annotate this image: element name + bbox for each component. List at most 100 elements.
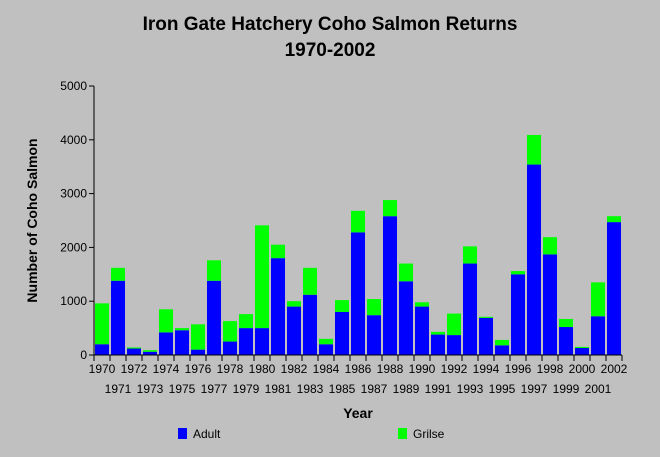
- x-tick-label-1973: 1973: [137, 382, 164, 396]
- bar-adult-1984: [319, 344, 333, 355]
- legend-label-grilse: Grilse: [413, 427, 445, 441]
- bar-adult-2002: [607, 222, 621, 355]
- x-tick-label-1997: 1997: [521, 382, 548, 396]
- x-tick-label-1985: 1985: [329, 382, 356, 396]
- bar-adult-1972: [127, 348, 141, 355]
- bar-grilse-1975: [175, 328, 189, 331]
- chart-title: Iron Gate Hatchery Coho Salmon Returns: [142, 14, 518, 35]
- x-tick-label-1978: 1978: [217, 362, 244, 376]
- x-tick-label-1990: 1990: [409, 362, 436, 376]
- bar-adult-1998: [543, 254, 557, 355]
- bar-grilse-1976: [191, 324, 205, 350]
- x-tick-label-1999: 1999: [553, 382, 580, 396]
- bar-adult-1995: [495, 345, 509, 355]
- bar-grilse-1990: [415, 302, 429, 307]
- x-axis-title: Year: [343, 405, 373, 421]
- x-tick-label-1987: 1987: [361, 382, 388, 396]
- bar-adult-1982: [287, 306, 301, 355]
- x-tick-label-1996: 1996: [505, 362, 532, 376]
- x-tick-label-1970: 1970: [89, 362, 116, 376]
- bar-grilse-1973: [143, 350, 157, 352]
- bar-grilse-1994: [479, 316, 493, 318]
- bar-grilse-1991: [431, 331, 445, 335]
- bar-adult-1999: [559, 327, 573, 355]
- x-tick-label-2000: 2000: [569, 362, 596, 376]
- bar-grilse-1977: [207, 260, 221, 281]
- x-tick-label-1974: 1974: [153, 362, 180, 376]
- x-tick-label-1998: 1998: [537, 362, 564, 376]
- bar-adult-2001: [591, 316, 605, 355]
- bar-adult-1994: [479, 317, 493, 355]
- bar-grilse-1993: [463, 246, 477, 264]
- bar-grilse-1980: [255, 225, 269, 329]
- bar-adult-1988: [383, 216, 397, 355]
- bar-grilse-1996: [511, 271, 525, 275]
- x-tick-label-1986: 1986: [345, 362, 372, 376]
- x-tick-label-1984: 1984: [313, 362, 340, 376]
- bar-adult-1987: [367, 315, 381, 355]
- bar-adult-1970: [95, 344, 109, 355]
- chart-subtitle: 1970-2002: [284, 40, 376, 61]
- y-tick-label-0: 0: [80, 348, 87, 362]
- bar-grilse-1995: [495, 339, 509, 346]
- bar-adult-1992: [447, 335, 461, 355]
- bar-grilse-1999: [559, 318, 573, 328]
- x-tick-label-1992: 1992: [441, 362, 468, 376]
- x-tick-label-1982: 1982: [281, 362, 308, 376]
- x-tick-label-1979: 1979: [233, 382, 260, 396]
- legend-label-adult: Adult: [193, 427, 221, 441]
- bar-grilse-2002: [607, 216, 621, 223]
- x-tick-label-2002: 2002: [601, 362, 628, 376]
- bar-grilse-1989: [399, 263, 413, 282]
- bar-adult-1993: [463, 263, 477, 355]
- bar-grilse-1992: [447, 313, 461, 336]
- bar-grilse-1985: [335, 300, 349, 312]
- bar-adult-1991: [431, 334, 445, 355]
- x-tick-label-1993: 1993: [457, 382, 484, 396]
- bar-adult-1986: [351, 232, 365, 355]
- x-tick-label-1981: 1981: [265, 382, 292, 396]
- bar-grilse-1986: [351, 210, 365, 233]
- bar-adult-1983: [303, 294, 317, 355]
- bar-adult-1997: [527, 164, 541, 355]
- bar-grilse-1987: [367, 299, 381, 316]
- bar-adult-1978: [223, 341, 237, 355]
- x-tick-label-1971: 1971: [105, 382, 132, 396]
- legend-item-grilse: Grilse: [398, 427, 444, 441]
- y-tick-label-5000: 5000: [60, 79, 87, 93]
- bar-grilse-1979: [239, 314, 253, 329]
- bar-adult-2000: [575, 348, 589, 355]
- bar-grilse-1974: [159, 309, 173, 333]
- x-tick-label-1995: 1995: [489, 382, 516, 396]
- bar-adult-1996: [511, 274, 525, 355]
- bar-adult-1980: [255, 328, 269, 355]
- bar-adult-1975: [175, 330, 189, 355]
- bar-grilse-1988: [383, 200, 397, 217]
- x-tick-label-1991: 1991: [425, 382, 452, 396]
- bar-grilse-1984: [319, 338, 333, 345]
- y-tick-label-3000: 3000: [60, 187, 87, 201]
- bar-grilse-2000: [575, 346, 589, 349]
- bar-adult-1989: [399, 281, 413, 355]
- bar-grilse-1983: [303, 267, 317, 295]
- bar-adult-1976: [191, 349, 205, 355]
- bar-adult-1985: [335, 311, 349, 355]
- x-tick-label-1989: 1989: [393, 382, 420, 396]
- x-tick-label-1980: 1980: [249, 362, 276, 376]
- bar-adult-1971: [111, 280, 125, 355]
- bar-adult-1974: [159, 332, 173, 355]
- y-tick-label-1000: 1000: [60, 294, 87, 308]
- legend-item-adult: Adult: [178, 427, 220, 441]
- y-axis-title: Number of Coho Salmon: [24, 138, 40, 302]
- x-tick-label-2001: 2001: [585, 382, 612, 396]
- bar-adult-1973: [143, 351, 157, 355]
- bar-adult-1990: [415, 306, 429, 355]
- bar-adult-1977: [207, 280, 221, 355]
- x-tick-label-1975: 1975: [169, 382, 196, 396]
- bar-grilse-2001: [591, 282, 605, 317]
- x-tick-label-1994: 1994: [473, 362, 500, 376]
- bar-adult-1979: [239, 328, 253, 355]
- bar-grilse-1982: [287, 301, 301, 307]
